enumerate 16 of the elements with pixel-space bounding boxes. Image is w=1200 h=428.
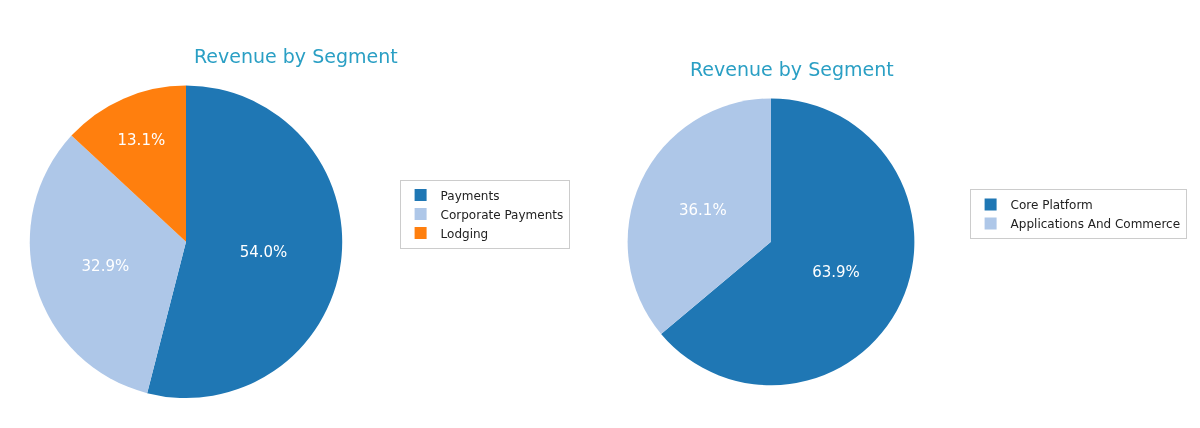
pie-slice bbox=[661, 98, 915, 386]
legend-label: Lodging bbox=[440, 226, 489, 241]
legend-label: Payments bbox=[440, 188, 500, 203]
data-label: 32.9% bbox=[81, 256, 130, 275]
data-label: 36.1% bbox=[679, 201, 727, 220]
data-label: 63.9% bbox=[812, 263, 860, 282]
chart-title: Revenue by Segment bbox=[194, 45, 398, 67]
legend-label: Core Platform bbox=[1010, 198, 1093, 213]
chart-title: Revenue by Segment bbox=[690, 58, 894, 80]
pie-slice bbox=[29, 135, 186, 394]
data-label: 13.1% bbox=[117, 130, 166, 149]
legend-label: Corporate Payments bbox=[440, 207, 564, 222]
legend-label: Applications And Commerce bbox=[1010, 217, 1181, 232]
pie-slice bbox=[71, 85, 186, 242]
data-label: 54.0% bbox=[239, 242, 288, 261]
pie-slice bbox=[627, 98, 771, 334]
